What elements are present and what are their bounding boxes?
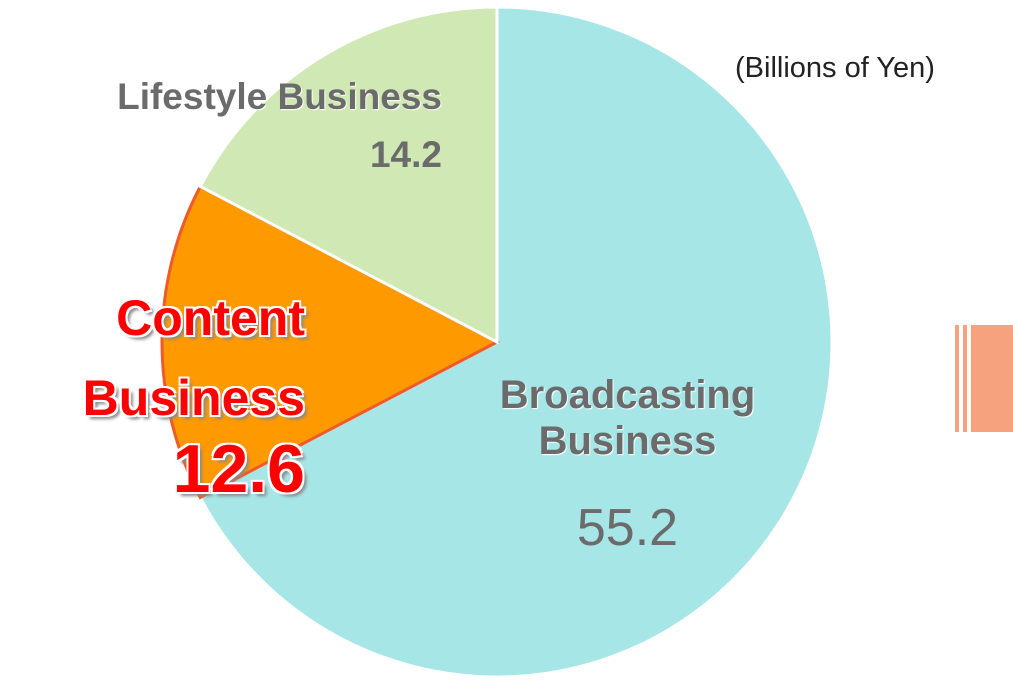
slice-label: Broadcasting Business bbox=[499, 373, 756, 463]
pie-slice bbox=[160, 184, 501, 500]
value-label: 12.6 bbox=[172, 431, 305, 507]
slice-label: Lifestyle Business bbox=[117, 76, 442, 117]
decoration bbox=[955, 325, 1013, 432]
value-label: 14.2 bbox=[369, 134, 442, 175]
subtitle: (Billions of Yen) bbox=[735, 52, 935, 84]
pie-slice bbox=[198, 5, 834, 679]
value-label: 55.2 bbox=[576, 499, 679, 557]
pie-slice bbox=[198, 5, 499, 345]
slice-label: Content Business bbox=[82, 290, 305, 426]
